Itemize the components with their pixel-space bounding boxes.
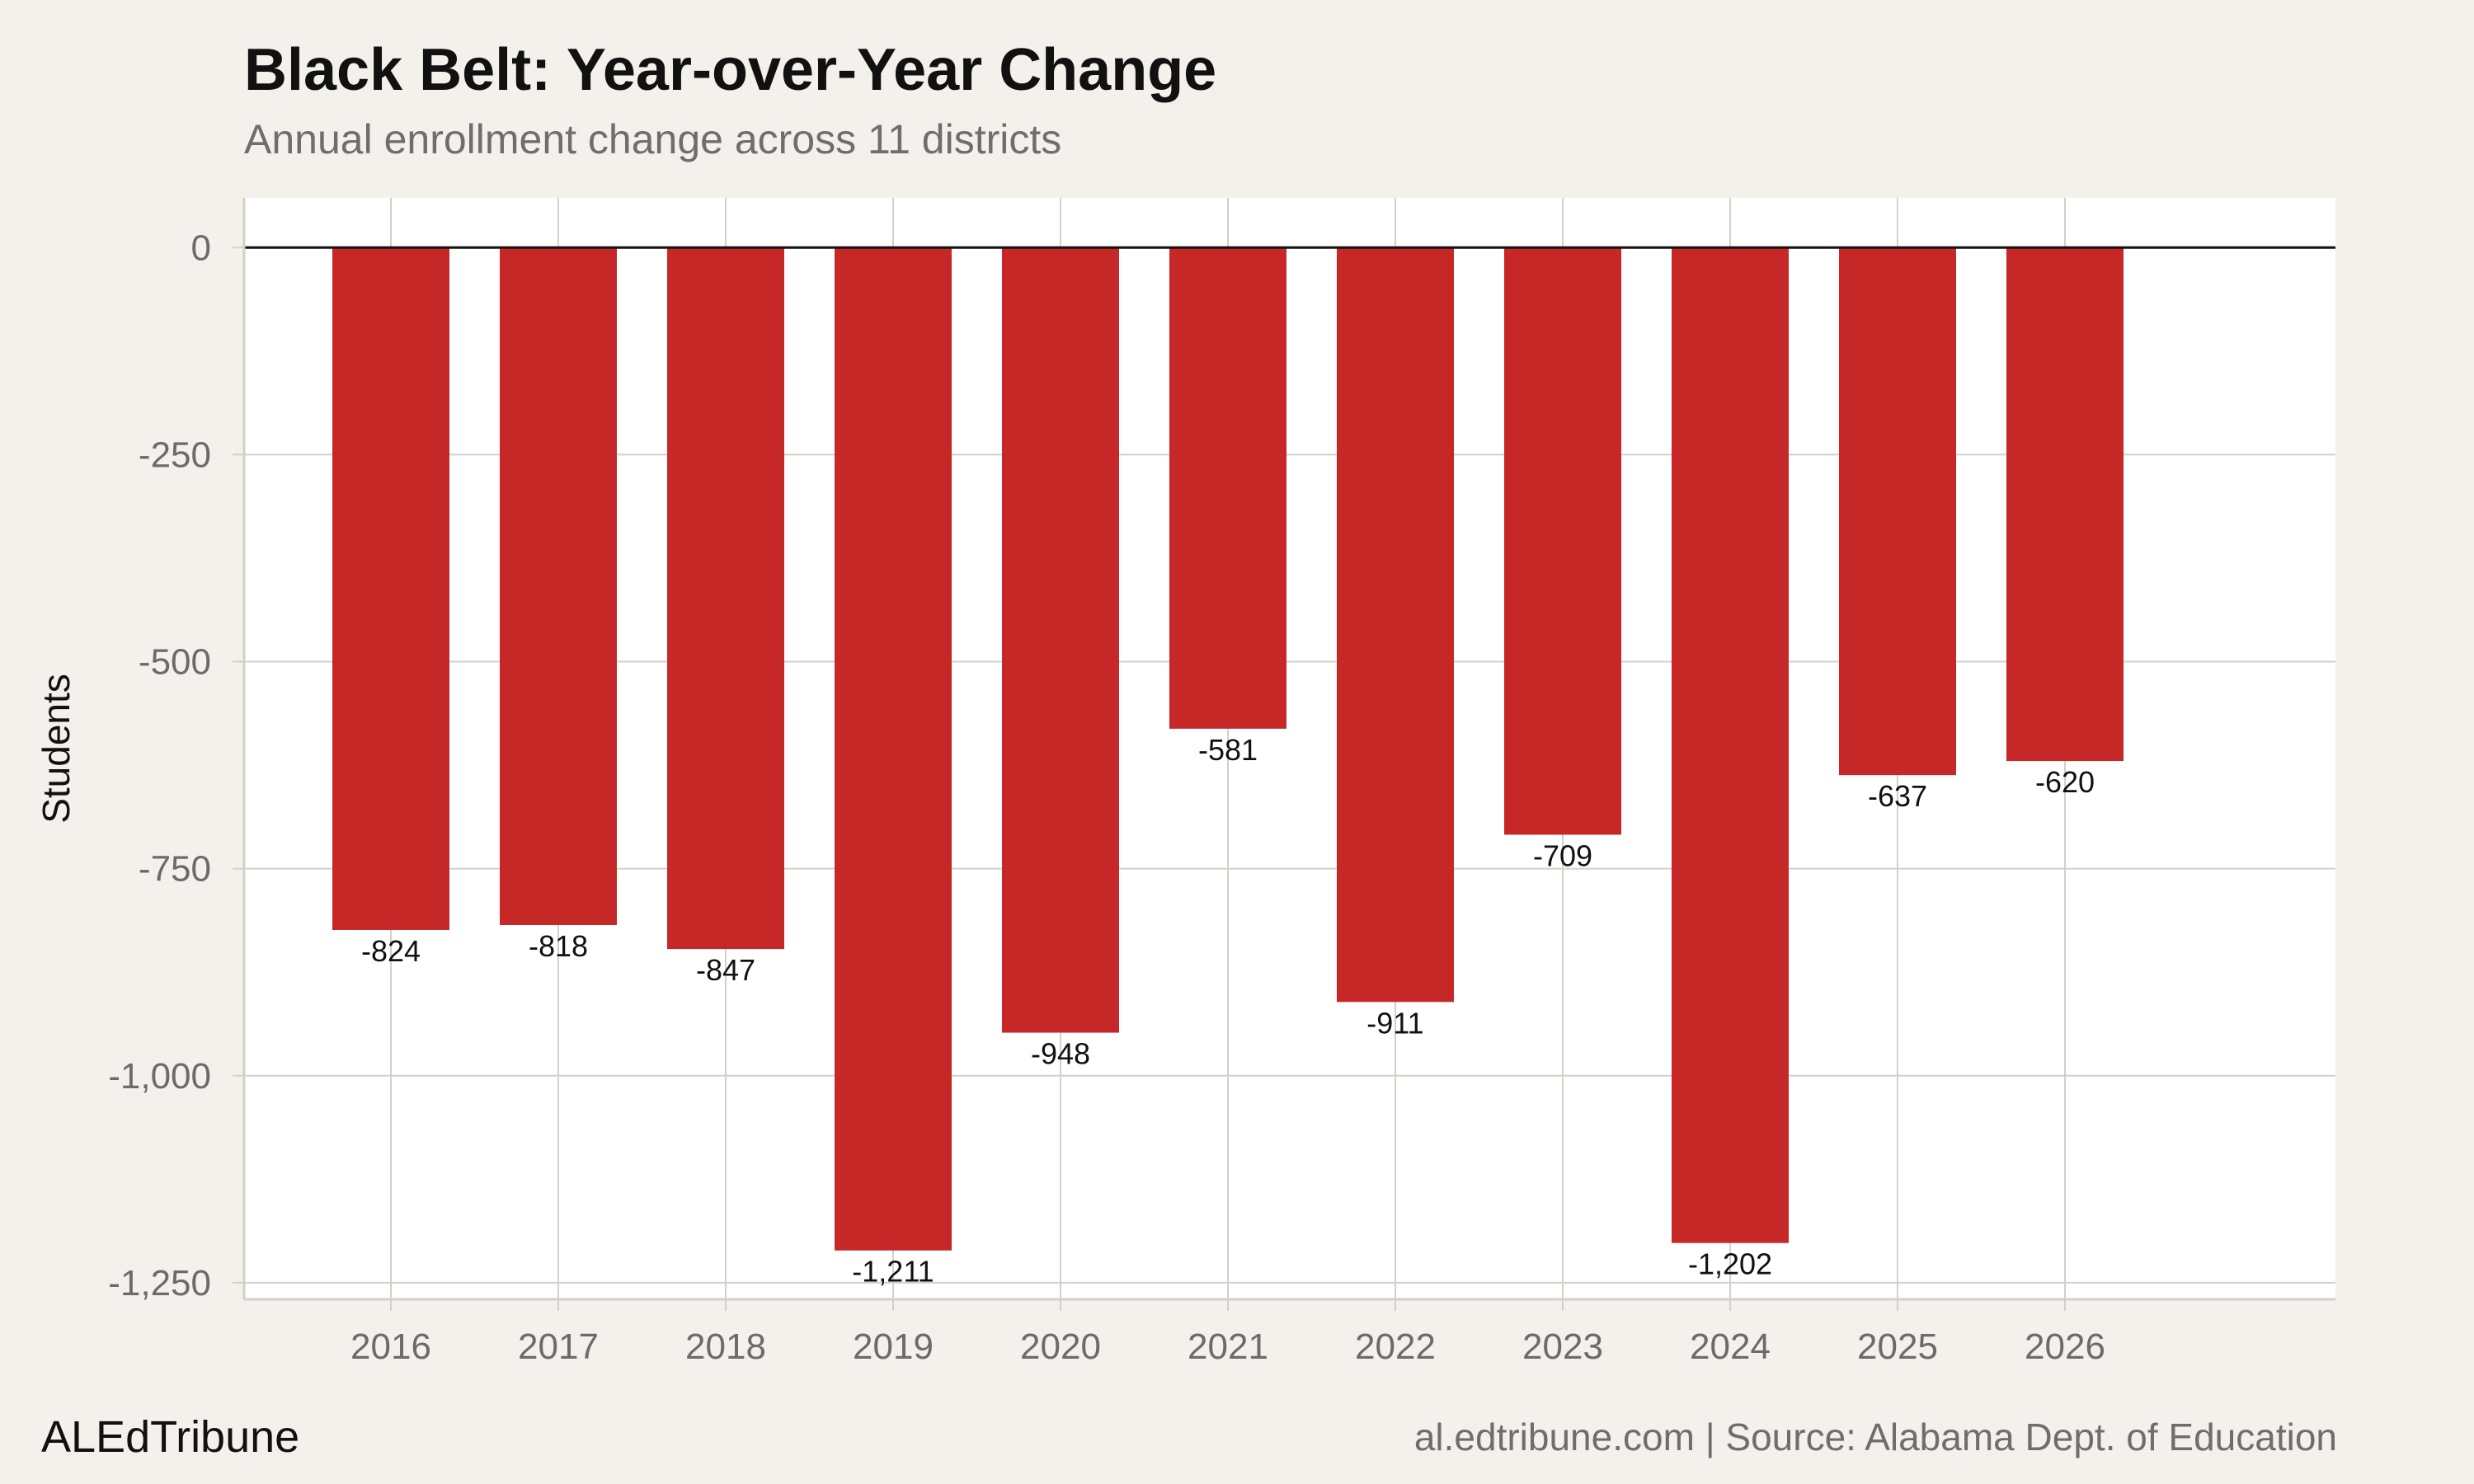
- bar-2022: [1337, 247, 1454, 1003]
- value-label-2025: -637: [1868, 779, 1927, 813]
- x-tick-label-2025: 2025: [1857, 1327, 1938, 1367]
- value-label-2016: -824: [361, 934, 421, 968]
- value-label-2024: -1,202: [1688, 1247, 1772, 1281]
- value-label-2017: -818: [529, 929, 588, 963]
- y-tick-label: -750: [139, 849, 211, 890]
- brand-logo-text: ALEdTribune: [41, 1412, 300, 1462]
- x-tick-label-2023: 2023: [1522, 1327, 1603, 1367]
- y-tick-label: 0: [191, 228, 211, 268]
- x-tick-label-2024: 2024: [1690, 1327, 1771, 1367]
- bar-2025: [1839, 247, 1956, 776]
- x-tick-label-2020: 2020: [1020, 1327, 1101, 1367]
- y-tick-label: -500: [139, 642, 211, 683]
- bar-2024: [1672, 247, 1789, 1243]
- bars: [332, 247, 2124, 1251]
- y-tick-label: -250: [139, 434, 211, 475]
- y-tick-label: -1,000: [108, 1056, 211, 1097]
- bar-2021: [1169, 247, 1286, 729]
- x-tick-label-2026: 2026: [2025, 1327, 2105, 1367]
- bar-2019: [835, 247, 952, 1251]
- x-tick-label-2021: 2021: [1188, 1327, 1268, 1367]
- bar-2020: [1002, 247, 1119, 1033]
- y-tick-label: -1,250: [108, 1263, 211, 1303]
- chart-subtitle: Annual enrollment change across 11 distr…: [244, 116, 1062, 162]
- x-tick-label-2022: 2022: [1355, 1327, 1436, 1367]
- bar-2016: [332, 247, 449, 930]
- value-label-2022: -911: [1366, 1006, 1423, 1040]
- x-tick-label-2019: 2019: [853, 1327, 934, 1367]
- bar-2026: [2006, 247, 2124, 762]
- x-tick-label-2018: 2018: [685, 1327, 766, 1367]
- value-label-2026: -620: [2035, 765, 2095, 799]
- value-label-2020: -948: [1031, 1037, 1090, 1071]
- value-label-2018: -847: [696, 953, 755, 987]
- x-tick-label-2017: 2017: [518, 1327, 599, 1367]
- value-label-2021: -581: [1198, 733, 1258, 767]
- bar-2018: [667, 247, 784, 950]
- source-footer: al.edtribune.com | Source: Alabama Dept.…: [1413, 1416, 2337, 1458]
- value-labels: -824 -818 -847 -1,211 -948 -581 -911 -709 -1,202…: [361, 733, 2095, 1289]
- x-tick-label-2016: 2016: [350, 1327, 431, 1367]
- bar-2023: [1504, 247, 1621, 835]
- value-label-2023: -709: [1533, 838, 1592, 872]
- axes: 0 -250 -500 -750 -1,000 -1,250 2016 2017 2018 201…: [108, 198, 2335, 1367]
- value-label-2019: -1,211: [852, 1255, 934, 1289]
- y-axis-title: Students: [35, 674, 78, 824]
- chart-title: Black Belt: Year-over-Year Change: [244, 37, 1217, 103]
- bar-2017: [500, 247, 617, 925]
